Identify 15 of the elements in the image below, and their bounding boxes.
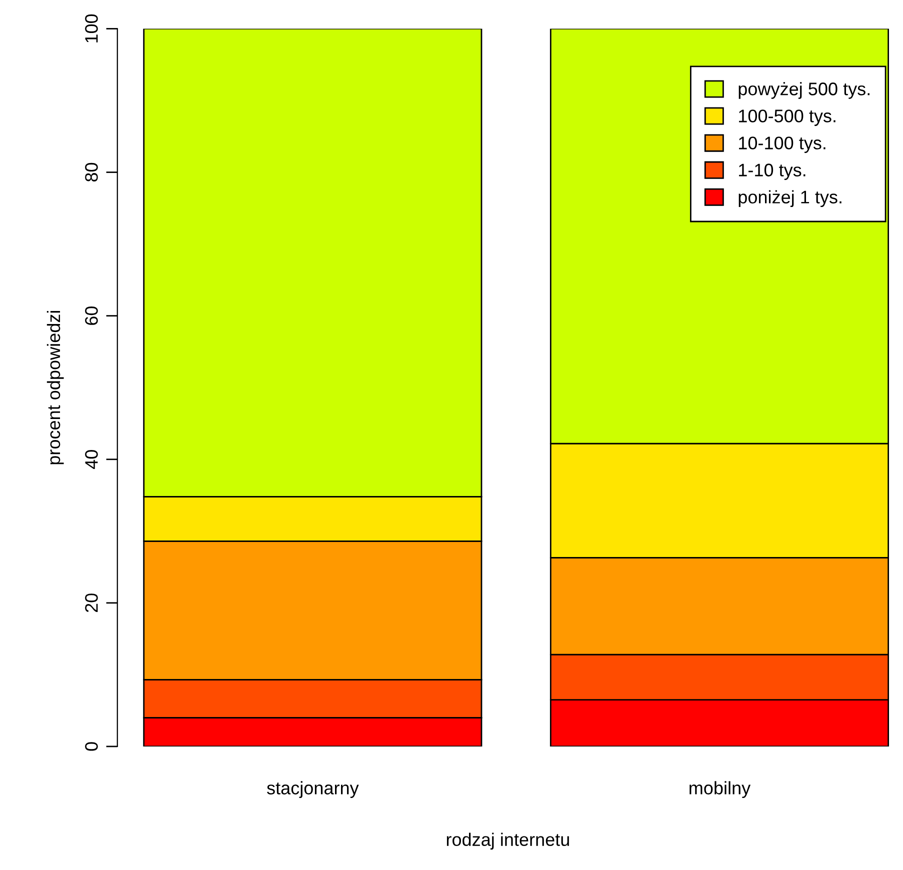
x-tick-label: stacjonarny: [267, 781, 359, 798]
x-tick-label: mobilny: [690, 781, 751, 798]
legend-label: 10-100 tys.: [739, 136, 826, 153]
y-tick-label: 20: [85, 594, 98, 612]
legend-label: poniżej 1 tys.: [738, 190, 842, 208]
legend-label: 100-500 tys.: [739, 110, 836, 126]
y-tick-label: 80: [85, 162, 98, 182]
legend-label: powyżej 500 tys.: [738, 82, 870, 99]
legend-label: 1-10 tys.: [739, 164, 806, 180]
y-tick-label: 100: [85, 14, 98, 42]
y-tick-label: 0: [85, 742, 98, 751]
x-axis-title: rodzaj internetu: [446, 832, 569, 850]
y-axis-title: procent odpowiedzi: [46, 311, 64, 464]
y-tick-label: 40: [85, 450, 98, 469]
y-tick-label: 60: [85, 306, 98, 325]
